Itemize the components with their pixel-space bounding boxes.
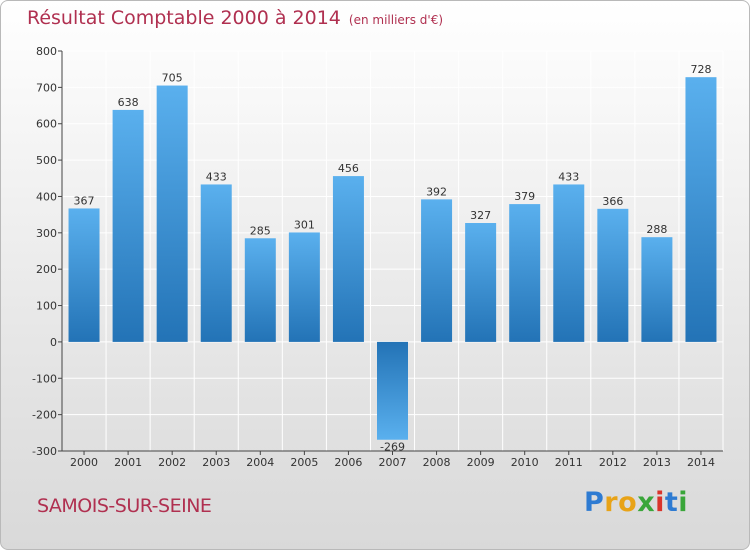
bar-2000 — [68, 208, 100, 342]
x-tick-label: 2003 — [202, 456, 230, 469]
logo-letter: r — [604, 487, 619, 518]
bar-2007 — [377, 341, 408, 440]
bar-2005 — [288, 232, 320, 342]
bar-2002 — [156, 85, 188, 342]
x-tick-label: 2002 — [158, 456, 186, 469]
logo-letter: i — [678, 487, 689, 518]
bar-2004 — [244, 238, 276, 342]
y-tick-label: -200 — [32, 409, 57, 422]
logo-letter: i — [655, 487, 665, 518]
x-tick-label: 2006 — [334, 456, 362, 469]
y-tick-label: 0 — [50, 336, 57, 349]
logo-letter: x — [637, 487, 656, 518]
value-label-2003: 433 — [206, 170, 227, 183]
city-name: SAMOIS-SUR-SEINE — [37, 495, 212, 517]
value-label-2005: 301 — [294, 218, 315, 231]
bar-2008 — [421, 199, 453, 342]
y-tick-label: 500 — [36, 154, 57, 167]
x-tick-label: 2014 — [687, 456, 715, 469]
bar-2012 — [597, 208, 629, 342]
value-label-2010: 379 — [514, 190, 535, 203]
y-tick-label: -100 — [32, 372, 57, 385]
x-tick-label: 2007 — [379, 456, 407, 469]
x-tick-label: 2001 — [114, 456, 142, 469]
x-tick-label: 2010 — [511, 456, 539, 469]
y-tick-label: 100 — [36, 300, 57, 313]
y-tick-label: 700 — [36, 81, 57, 94]
value-label-2012: 366 — [602, 195, 623, 208]
bar-2006 — [332, 176, 364, 342]
chart-title: Résultat Comptable 2000 à 2014 — [27, 7, 341, 29]
value-label-2007: -269 — [380, 441, 405, 454]
proxiti-logo: Proxiti — [584, 487, 688, 518]
chart-title-block: Résultat Comptable 2000 à 2014 (en millie… — [27, 7, 443, 29]
value-label-2006: 456 — [338, 162, 359, 175]
bar-2011 — [553, 184, 585, 342]
value-label-2002: 705 — [162, 72, 183, 85]
bar-2013 — [641, 237, 673, 342]
bar-2010 — [509, 204, 541, 342]
y-tick-label: 600 — [36, 118, 57, 131]
logo-letter: P — [584, 487, 605, 518]
bar-2014 — [685, 77, 717, 342]
x-tick-label: 2004 — [246, 456, 274, 469]
bar-2001 — [112, 109, 144, 342]
y-tick-label: 400 — [36, 190, 57, 203]
value-label-2001: 638 — [118, 96, 139, 109]
chart-unit: (en milliers d'€) — [348, 13, 444, 27]
logo-letter: t — [664, 487, 679, 518]
y-tick-label: 800 — [36, 45, 57, 58]
value-label-2004: 285 — [250, 224, 271, 237]
x-tick-label: 2009 — [467, 456, 495, 469]
bar-2009 — [465, 223, 497, 342]
x-tick-label: 2011 — [555, 456, 583, 469]
y-tick-label: -300 — [32, 445, 57, 458]
value-label-2013: 288 — [646, 223, 667, 236]
x-tick-label: 2013 — [643, 456, 671, 469]
value-label-2000: 367 — [74, 194, 95, 207]
x-tick-label: 2000 — [70, 456, 98, 469]
bar-2003 — [200, 184, 232, 342]
value-label-2014: 728 — [690, 63, 711, 76]
logo-letter: o — [618, 487, 638, 518]
x-tick-label: 2012 — [599, 456, 627, 469]
value-label-2008: 392 — [426, 185, 447, 198]
x-tick-label: 2008 — [423, 456, 451, 469]
y-tick-label: 300 — [36, 227, 57, 240]
value-label-2009: 327 — [470, 209, 491, 222]
y-tick-label: 200 — [36, 263, 57, 276]
x-tick-label: 2005 — [290, 456, 318, 469]
value-label-2011: 433 — [558, 170, 579, 183]
